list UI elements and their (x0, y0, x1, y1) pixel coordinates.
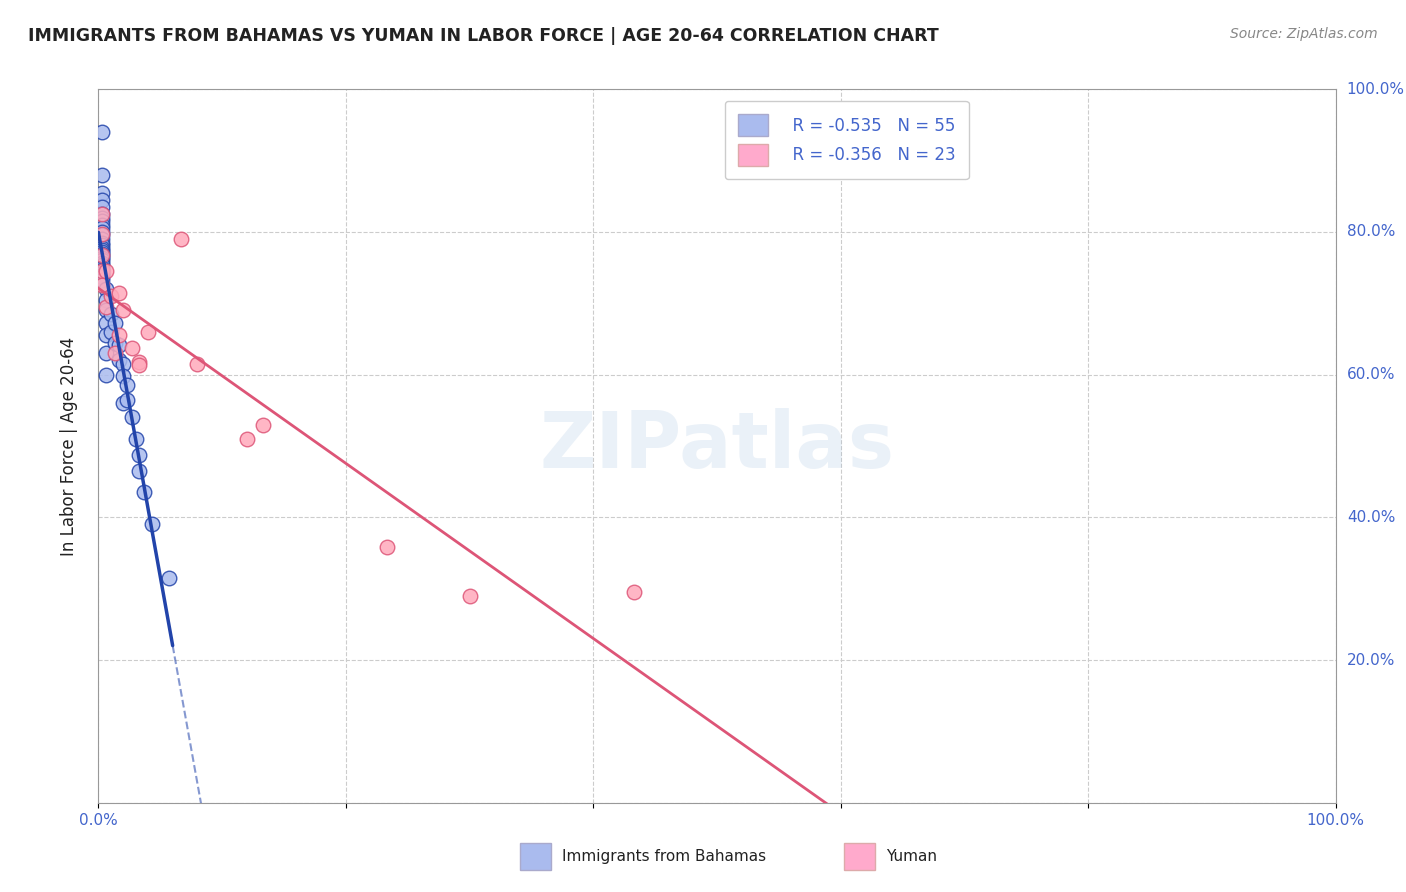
Point (94, 368, 117, 382)
Text: 40.0%: 40.0% (1347, 510, 1395, 524)
Point (91, 268, 114, 282)
Point (91, 253, 114, 268)
Text: IMMIGRANTS FROM BAHAMAS VS YUMAN IN LABOR FORCE | AGE 20-64 CORRELATION CHART: IMMIGRANTS FROM BAHAMAS VS YUMAN IN LABO… (28, 27, 939, 45)
Point (91, 278, 114, 293)
Point (91, 255, 114, 269)
Point (94, 328, 117, 343)
Point (91, 200, 114, 214)
Point (91, 269, 114, 284)
Point (623, 585, 645, 599)
Point (112, 303, 135, 318)
Point (91, 243, 114, 257)
Point (128, 464, 150, 478)
Point (91, 186, 114, 200)
Text: Immigrants from Bahamas: Immigrants from Bahamas (562, 849, 766, 863)
Point (108, 285, 131, 300)
Point (91, 214, 114, 228)
Point (94, 300, 117, 314)
Point (128, 359, 150, 373)
Point (91, 262, 114, 277)
Point (375, 541, 398, 555)
Point (108, 337, 131, 351)
Point (91, 248, 114, 262)
Point (186, 357, 208, 371)
Point (103, 346, 125, 360)
Point (108, 353, 131, 368)
Point (91, 228, 114, 243)
Point (91, 207, 114, 221)
Point (91, 266, 114, 280)
Point (91, 252, 114, 266)
Point (91, 235, 114, 250)
Point (91, 273, 114, 287)
Point (91, 211, 114, 225)
Point (91, 264, 114, 278)
Point (91, 241, 114, 255)
Point (252, 417, 274, 432)
Point (100, 307, 122, 321)
Point (136, 325, 159, 339)
Point (115, 378, 138, 392)
Point (94, 282, 117, 296)
Point (128, 355, 150, 369)
Text: 20.0%: 20.0% (1347, 653, 1395, 667)
Point (157, 571, 180, 585)
Point (91, 221, 114, 235)
Point (91, 232, 114, 246)
Point (141, 517, 163, 532)
Point (94, 264, 117, 278)
Point (94, 303, 117, 318)
Y-axis label: In Labor Force | Age 20-64: In Labor Force | Age 20-64 (59, 336, 77, 556)
Point (112, 396, 135, 410)
Point (91, 244, 114, 259)
Point (91, 207, 114, 221)
Point (124, 432, 146, 446)
Point (236, 432, 259, 446)
Point (134, 485, 156, 500)
Legend:   R = -0.535   N = 55,   R = -0.356   N = 23: R = -0.535 N = 55, R = -0.356 N = 23 (725, 101, 969, 179)
Point (112, 357, 135, 371)
Point (458, 589, 481, 603)
Point (103, 316, 125, 330)
Point (94, 346, 117, 360)
Point (121, 410, 143, 425)
Point (128, 448, 150, 462)
Point (94, 293, 117, 307)
Point (91, 125, 114, 139)
Text: 100.0%: 100.0% (1347, 82, 1405, 96)
Point (91, 218, 114, 232)
Point (108, 328, 131, 343)
Point (91, 260, 114, 275)
Point (91, 247, 114, 261)
Text: ZIPatlas: ZIPatlas (540, 408, 894, 484)
Text: 80.0%: 80.0% (1347, 225, 1395, 239)
Point (103, 335, 125, 350)
Point (91, 193, 114, 207)
Point (94, 316, 117, 330)
Point (91, 227, 114, 241)
Point (91, 168, 114, 182)
Point (112, 369, 135, 384)
Point (121, 341, 143, 355)
Text: Yuman: Yuman (886, 849, 936, 863)
Point (100, 325, 122, 339)
Text: Source: ZipAtlas.com: Source: ZipAtlas.com (1230, 27, 1378, 41)
Text: 60.0%: 60.0% (1347, 368, 1395, 382)
Point (91, 237, 114, 252)
Point (91, 249, 114, 263)
Point (91, 225, 114, 239)
Point (91, 258, 114, 272)
Point (115, 392, 138, 407)
Point (100, 289, 122, 303)
Point (170, 232, 193, 246)
